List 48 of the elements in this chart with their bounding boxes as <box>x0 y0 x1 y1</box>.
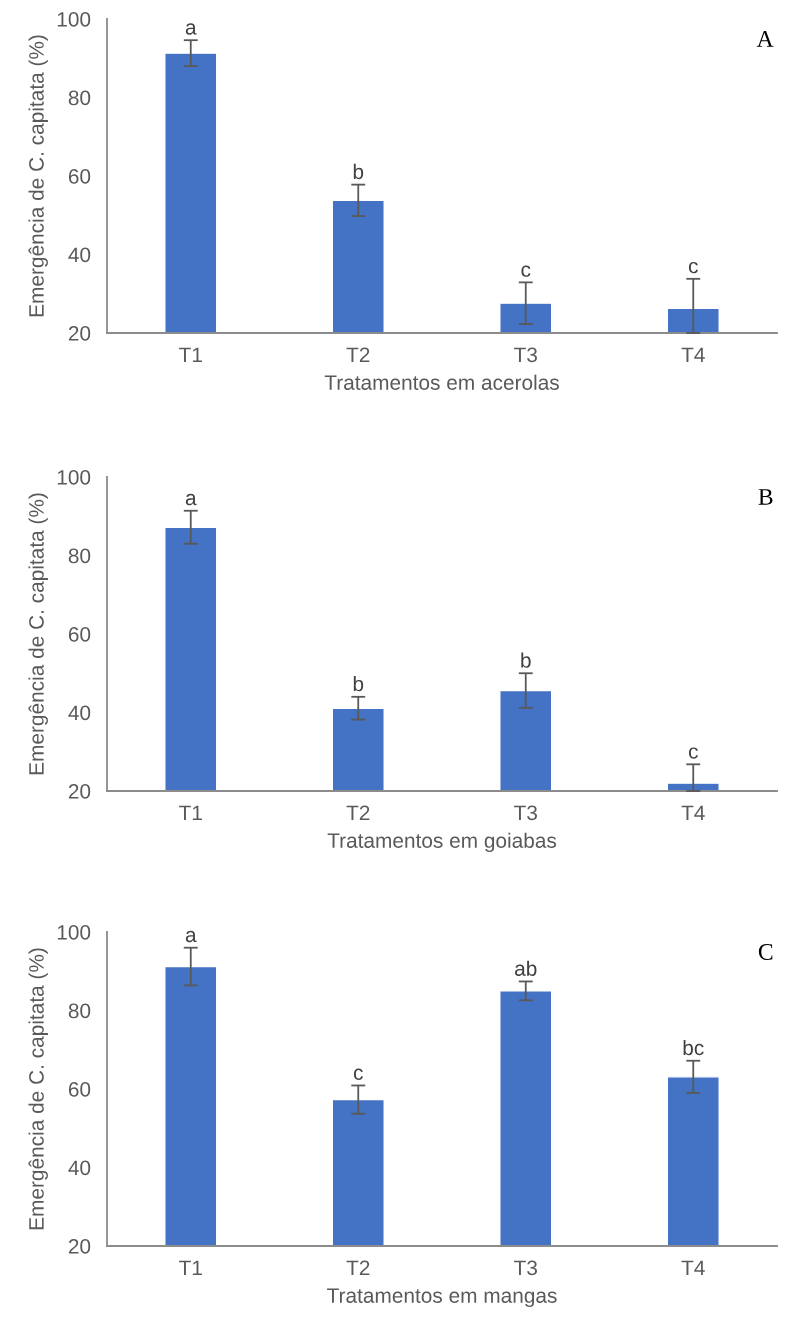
x-tick-label: T1 <box>179 805 202 820</box>
x-tick-label: T3 <box>514 347 537 363</box>
data-label: ab <box>515 960 537 976</box>
y-tick-label: 100 <box>57 470 91 485</box>
x-tick-label: T4 <box>681 347 705 362</box>
data-label: b <box>521 652 531 668</box>
data-label: c <box>688 747 698 759</box>
x-tick-label: T1 <box>179 347 202 362</box>
y-tick-label: 20 <box>68 1239 91 1254</box>
y-tick-label: 80 <box>68 1003 91 1019</box>
chart-title: A <box>756 31 774 47</box>
x-axis-title: Tratamentos em goiabas <box>327 832 557 853</box>
y-axis-title: Emergência de C. capitata (%) <box>28 948 48 1230</box>
y-tick-label: 40 <box>68 705 91 721</box>
data-label: a <box>185 23 197 35</box>
x-tick-label: T3 <box>514 805 537 821</box>
y-tick-label: 40 <box>68 1160 91 1176</box>
chart-title: C <box>758 944 773 960</box>
y-axis-title: Emergência de C. capitata (%) <box>28 35 48 317</box>
x-tick-label: T4 <box>681 1260 705 1275</box>
data-label: c <box>353 1068 363 1080</box>
y-tick-label: 100 <box>57 925 91 940</box>
x-axis-title: Tratamentos em mangas <box>327 1288 557 1308</box>
y-tick-label: 20 <box>68 326 91 341</box>
data-label: a <box>185 930 197 943</box>
x-tick-label: T2 <box>346 1260 370 1275</box>
data-label: c <box>521 265 531 277</box>
y-tick-label: 100 <box>57 12 91 27</box>
data-label: bc <box>683 1039 704 1056</box>
y-tick-label: 60 <box>68 1082 91 1097</box>
y-tick-label: 20 <box>68 784 91 799</box>
data-label: b <box>353 675 364 692</box>
y-tick-label: 80 <box>68 90 91 106</box>
y-tick-label: 60 <box>68 627 91 642</box>
x-tick-label: T2 <box>346 805 370 820</box>
y-tick-label: 40 <box>68 247 91 263</box>
x-tick-label: T4 <box>681 805 705 820</box>
y-axis-title: Emergência de C. capitata (%) <box>28 493 48 775</box>
x-tick-label: T3 <box>514 1260 537 1276</box>
x-tick-label: T2 <box>346 347 370 362</box>
chart-title: B <box>758 489 773 505</box>
y-tick-label: 60 <box>68 169 91 184</box>
data-label: b <box>353 163 364 180</box>
x-tick-label: T1 <box>179 1260 202 1275</box>
x-axis-title: Tratamentos em acerolas <box>324 374 559 390</box>
data-label: c <box>688 261 698 274</box>
data-label: a <box>185 493 197 506</box>
y-tick-label: 80 <box>68 548 91 564</box>
